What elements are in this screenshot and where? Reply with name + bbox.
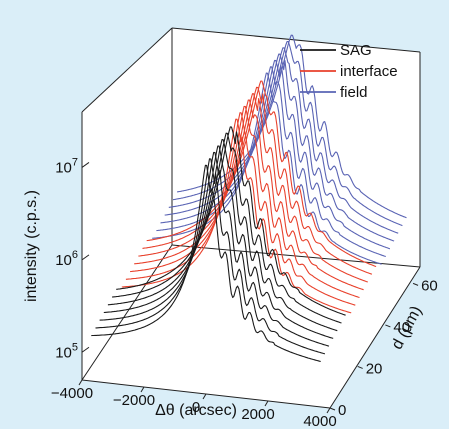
y-tick-mark bbox=[81, 162, 90, 168]
axis-edge bbox=[81, 27, 173, 113]
series-line-sag bbox=[95, 158, 326, 355]
y-tick-mark bbox=[81, 346, 90, 353]
x-tick-mark bbox=[78, 379, 83, 386]
series-line-sag bbox=[91, 164, 321, 363]
y-tick-label: 105 bbox=[55, 341, 78, 361]
y-tick-label: 106 bbox=[55, 249, 78, 269]
legend-label: field bbox=[340, 84, 368, 101]
z-tick-label: 40 bbox=[393, 319, 410, 336]
z-tick-mark bbox=[385, 324, 391, 328]
series-line-field bbox=[168, 47, 399, 234]
axis-edge bbox=[171, 27, 421, 53]
curves-layer bbox=[91, 34, 407, 363]
y-tick-mark bbox=[81, 254, 90, 261]
z-tick-label: 20 bbox=[366, 360, 383, 377]
z-tick-mark bbox=[357, 365, 363, 369]
z-tick-label: 0 bbox=[338, 402, 346, 419]
series-line-interface bbox=[121, 118, 352, 314]
x-tick-mark bbox=[202, 393, 207, 400]
series-line-field bbox=[152, 72, 382, 265]
legend-label: interface bbox=[340, 63, 398, 80]
legend-item-interface: interface bbox=[300, 63, 398, 80]
x-tick-mark bbox=[140, 386, 145, 393]
series-line-sag bbox=[107, 139, 338, 332]
series-line-interface bbox=[134, 99, 364, 291]
legend-item-sag: SAG bbox=[300, 42, 372, 59]
series-line-sag bbox=[103, 145, 334, 339]
series-line-interface bbox=[142, 86, 373, 275]
x-tick-label: 0 bbox=[192, 399, 200, 416]
chart-walls bbox=[81, 27, 421, 409]
series-line-field bbox=[172, 40, 403, 227]
legend: SAG interface field bbox=[300, 42, 398, 101]
series-line-interface bbox=[138, 93, 368, 283]
series-line-sag bbox=[99, 151, 330, 347]
y-tick-label: 107 bbox=[55, 156, 78, 176]
axis-edge bbox=[329, 266, 421, 409]
x-tick-label: 2000 bbox=[241, 406, 274, 423]
x-tick-label: −2000 bbox=[113, 392, 155, 409]
x-tick-label: −4000 bbox=[51, 385, 93, 402]
z-tick-mark bbox=[412, 282, 419, 286]
series-line-sag bbox=[116, 126, 346, 316]
series-line-interface bbox=[130, 105, 360, 299]
floor bbox=[82, 245, 420, 408]
z-tick-mark bbox=[329, 407, 336, 411]
series-line-sag bbox=[112, 132, 342, 324]
series-line-field bbox=[156, 66, 386, 258]
series-line-interface bbox=[146, 80, 377, 268]
legend-item-field: field bbox=[300, 84, 368, 101]
x-axis-label: Δθ (arcsec) bbox=[155, 402, 237, 419]
legend-label: SAG bbox=[340, 42, 372, 59]
y-axis-label: intensity (c.p.s.) bbox=[23, 190, 40, 302]
left-wall bbox=[82, 28, 172, 380]
z-tick-label: 60 bbox=[421, 277, 438, 294]
x-tick-mark bbox=[326, 407, 331, 414]
series-line-interface bbox=[125, 112, 356, 306]
x-tick-mark bbox=[264, 400, 269, 407]
x-tick-label: 4000 bbox=[303, 413, 336, 429]
